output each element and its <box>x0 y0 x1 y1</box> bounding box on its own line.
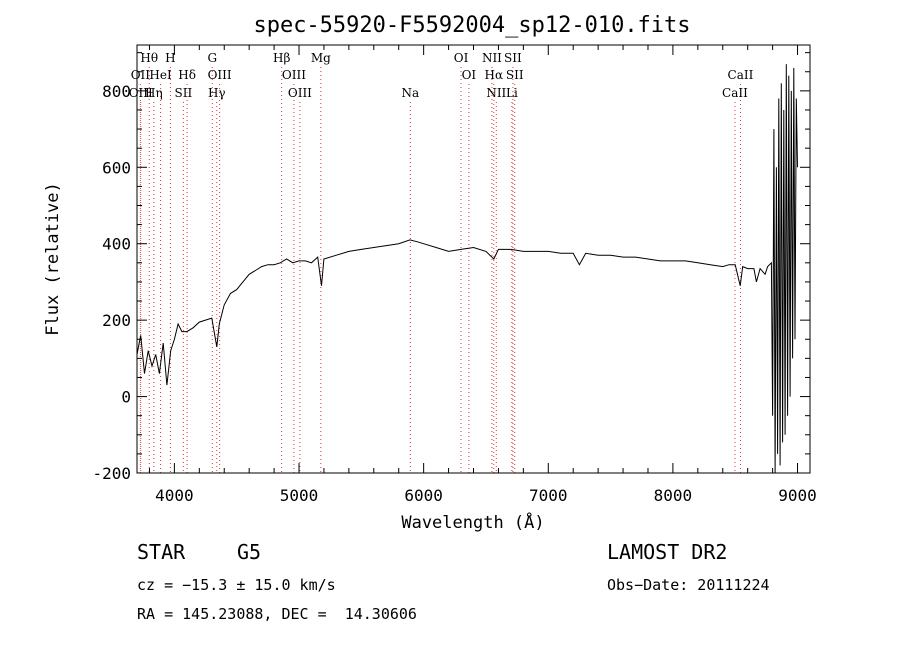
x-tick-label: 8000 <box>654 486 693 505</box>
line-marker-label: Hθ <box>140 51 158 65</box>
survey-name: LAMOST DR2 <box>607 540 728 564</box>
line-marker-label: Mg <box>311 51 331 65</box>
line-marker-label: SII <box>504 51 522 65</box>
line-marker-label: OII <box>131 68 151 82</box>
y-tick-label: 200 <box>102 311 131 330</box>
line-marker-label: OIII <box>208 68 232 82</box>
line-marker-label: HeI <box>149 68 172 82</box>
obs-date: Obs−Date: 20111224 <box>607 576 770 594</box>
y-axis-label: Flux (relative) <box>43 182 63 336</box>
line-marker-label: Hγ <box>208 86 226 100</box>
line-marker-label: NII <box>482 51 502 65</box>
line-marker-label: Hδ <box>178 68 196 82</box>
line-marker-label: OIII <box>288 86 312 100</box>
object-subclass: G5 <box>237 540 262 564</box>
line-marker-label: SII <box>506 68 524 82</box>
line-marker-label: OI <box>462 68 477 82</box>
y-tick-label: 400 <box>102 235 131 254</box>
emission-line-marks: HθOIIOIIIHηHeIHHδSIIGOIIIHγHβOIIIOIIIMgN… <box>129 51 754 473</box>
line-marker-label: CaII <box>728 68 754 82</box>
line-marker-label: OIII <box>129 86 153 100</box>
x-tick-label: 6000 <box>404 486 443 505</box>
chart-title: spec-55920-F5592004_sp12-010.fits <box>253 13 690 38</box>
redshift-readout: cz = −15.3 ± 15.0 km/s <box>137 576 336 594</box>
x-axis-label: Wavelength (Å) <box>401 511 544 533</box>
plot-frame <box>136 44 811 474</box>
spectrum-line <box>136 64 798 474</box>
y-tick-label: 0 <box>121 388 131 407</box>
x-tick-label: 4000 <box>155 486 194 505</box>
line-marker-label: OI <box>454 51 469 65</box>
x-tick-label: 9000 <box>778 486 817 505</box>
line-marker-label: Hη <box>145 86 163 100</box>
object-class: STAR <box>137 540 186 564</box>
coordinates: RA = 145.23088, DEC = 14.30606 <box>137 605 417 623</box>
x-tick-label: 5000 <box>280 486 319 505</box>
line-marker-label: Na <box>401 86 419 100</box>
line-marker-label: CaII <box>722 86 748 100</box>
y-tick-label: -200 <box>92 464 131 483</box>
y-tick-label: 800 <box>102 82 131 101</box>
line-marker-label: NII <box>486 86 506 100</box>
line-marker-label: H <box>165 51 175 65</box>
line-marker-label: G <box>207 51 217 65</box>
line-marker-label: SII <box>175 86 193 100</box>
x-tick-label: 7000 <box>529 486 568 505</box>
line-marker-label: Li <box>506 86 518 100</box>
line-marker-label: Hβ <box>273 51 290 65</box>
y-tick-label: 600 <box>102 158 131 177</box>
line-marker-label: OIII <box>282 68 306 82</box>
axes: 4000 5000 6000 7000 8000 9000 -200 0 200 400 600 80… <box>92 45 817 505</box>
line-marker-label: Hα <box>485 68 504 82</box>
